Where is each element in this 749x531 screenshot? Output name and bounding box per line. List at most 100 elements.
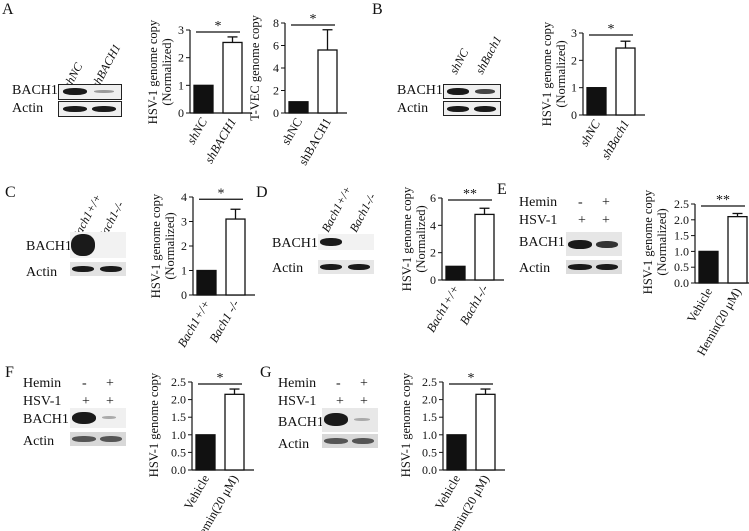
significance-label: ** xyxy=(716,193,730,208)
bar-control xyxy=(196,269,217,296)
bar-control xyxy=(288,101,309,114)
western-blot-actin xyxy=(318,260,374,274)
panel-letter-c: C xyxy=(5,184,16,201)
blot-row-label: Actin xyxy=(26,265,58,280)
western-blot-bach1 xyxy=(70,408,126,428)
x-tick-label: shBach1 xyxy=(598,118,632,162)
bar-treatment xyxy=(224,393,245,471)
treatment-label: HSV-1 xyxy=(519,213,558,228)
y-axis-label: HSV-1 genome copy xyxy=(641,189,655,294)
y-tick-label: 2 xyxy=(571,53,577,67)
y-tick-label: 0.5 xyxy=(674,260,689,274)
y-tick-label: 2.5 xyxy=(171,375,186,389)
y-tick-label: 0 xyxy=(571,108,577,122)
y-axis-label: (Normalized) xyxy=(160,38,174,105)
x-tick-label: Bach1+/+ xyxy=(175,298,213,350)
x-tick-label: Vehicle xyxy=(684,285,715,325)
sign: + xyxy=(578,213,586,228)
y-tick-label: 0 xyxy=(273,106,279,120)
sign: + xyxy=(106,376,114,391)
y-tick-label: 4 xyxy=(430,218,436,232)
y-tick-label: 1.0 xyxy=(171,428,186,442)
bar-control xyxy=(446,434,467,471)
western-blot-actin xyxy=(443,101,501,116)
y-axis-label: HSV-1 genome copy xyxy=(147,372,161,477)
x-tick-label: Vehicle xyxy=(181,472,212,512)
y-axis-label: HSV-1 genome copy xyxy=(146,19,160,124)
y-tick-label: 1.0 xyxy=(422,428,437,442)
bar-treatment xyxy=(317,49,338,114)
blot-row-label: BACH1 xyxy=(26,239,72,254)
significance-label: * xyxy=(215,19,222,34)
panel-letter-e: E xyxy=(497,181,507,198)
sign: - xyxy=(578,195,583,210)
panel-letter-a: A xyxy=(2,1,14,18)
y-tick-label: 2.0 xyxy=(171,393,186,407)
y-tick-label: 2 xyxy=(181,239,187,253)
x-tick-label: Vehicle xyxy=(432,472,463,512)
blot-row-label: BACH1 xyxy=(272,236,318,251)
western-blot-actin xyxy=(70,262,126,276)
significance-label: * xyxy=(218,186,225,201)
y-axis-label: HSV-1 genome copy xyxy=(399,372,413,477)
blot-row-label: Actin xyxy=(397,101,429,116)
y-tick-label: 2.0 xyxy=(674,213,689,227)
y-tick-label: 1 xyxy=(571,81,577,95)
bar-control xyxy=(586,87,607,116)
blot-row-label: BACH1 xyxy=(12,83,58,98)
chart-g: 0.0 0.5 1.0 1.5 2.0 2.5 HSV-1 genome copy Vehic… xyxy=(399,371,505,531)
bar-control xyxy=(195,434,216,471)
chart-b: 0 1 2 3 HSV-1 genome copy (Normalized) shNCshB… xyxy=(540,21,645,162)
y-axis-label: HSV-1 genome copy xyxy=(149,193,163,298)
y-tick-label: 0.0 xyxy=(171,463,186,477)
sign: + xyxy=(82,394,90,409)
bar-treatment xyxy=(225,218,246,296)
sign: + xyxy=(602,195,610,210)
x-tick-label: shNC xyxy=(279,116,305,148)
significance-label: * xyxy=(310,12,317,27)
significance-label: ** xyxy=(463,187,477,202)
y-tick-label: 1.5 xyxy=(422,410,437,424)
y-axis-label: HSV-1 genome copy xyxy=(540,21,554,126)
blot-row-label: Actin xyxy=(23,434,55,449)
y-tick-label: 0 xyxy=(178,106,184,120)
western-blot-actin xyxy=(322,434,378,448)
y-tick-label: 0.0 xyxy=(422,463,437,477)
panel-letter-b: B xyxy=(372,1,383,18)
y-axis-label: (Normalized) xyxy=(414,205,428,272)
y-tick-label: 1.5 xyxy=(674,229,689,243)
y-tick-label: 3 xyxy=(571,26,577,40)
y-tick-label: 0 xyxy=(430,273,436,287)
blot-row-label: Actin xyxy=(12,101,44,116)
western-blot-bach1 xyxy=(322,408,378,432)
y-tick-label: 2.5 xyxy=(422,375,437,389)
y-tick-label: 0.5 xyxy=(171,445,186,459)
chart-d: 0 2 4 6 HSV-1 genome copy (Normalized) Bach1+/… xyxy=(400,186,504,335)
y-axis-label: (Normalized) xyxy=(655,208,669,275)
y-tick-label: 3 xyxy=(181,215,187,229)
sign: + xyxy=(360,394,368,409)
western-blot-actin xyxy=(566,260,622,274)
bar-control xyxy=(698,250,719,284)
bar-treatment xyxy=(222,41,243,114)
bar-treatment xyxy=(475,393,496,471)
y-tick-label: 4 xyxy=(273,61,279,75)
blot-row-label: Actin xyxy=(519,261,551,276)
sign: + xyxy=(602,213,610,228)
western-blot-bach1 xyxy=(566,232,622,256)
western-blot-bach1 xyxy=(58,84,122,100)
y-tick-label: 1.0 xyxy=(674,244,689,258)
sign: - xyxy=(82,376,87,391)
panel-letter-d: D xyxy=(256,184,268,201)
y-tick-label: 0.5 xyxy=(422,445,437,459)
y-axis-label: HSV-1 genome copy xyxy=(400,186,414,291)
y-tick-label: 2 xyxy=(178,51,184,65)
chart-e: 0.0 0.5 1.01.5 2.0 2.5 HSV-1 genome copy (Norm… xyxy=(641,189,749,358)
blot-row-label: BACH1 xyxy=(397,83,443,98)
western-blot-actin xyxy=(58,101,122,117)
y-tick-label: 2 xyxy=(273,84,279,98)
panel-letter-f: F xyxy=(5,364,14,381)
chart-f: 0.0 0.5 1.0 1.5 2.0 2.5 HSV-1 genome copy Vehic… xyxy=(147,371,254,531)
y-tick-label: 0.0 xyxy=(674,276,689,290)
